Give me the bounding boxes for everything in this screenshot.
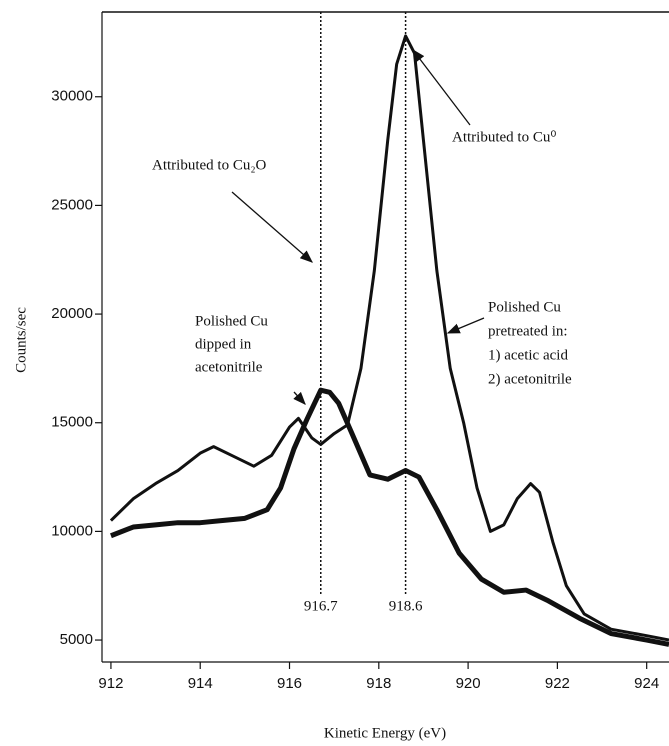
x-tick-label: 912: [98, 675, 123, 692]
annotation-text: Polished Cu: [488, 299, 561, 315]
x-axis-label: Kinetic Energy (eV): [324, 725, 446, 741]
y-tick-label: 10000: [51, 522, 93, 539]
annotation-text: 1) acetic acid: [488, 347, 568, 363]
series-line: [109, 34, 669, 642]
y-tick-label: 15000: [51, 414, 93, 431]
x-tick-label: 914: [188, 675, 213, 692]
annotation-text: acetonitrile: [195, 359, 263, 375]
annotation-text: dipped in: [195, 336, 252, 352]
x-tick-label: 924: [634, 675, 659, 692]
x-tick-label: 922: [545, 675, 570, 692]
y-tick-label: 5000: [60, 631, 93, 648]
reference-label: 916.7: [304, 598, 338, 614]
reference-label: 918.6: [389, 598, 423, 614]
annotation-text: Polished Cu: [195, 313, 268, 329]
y-tick-label: 30000: [51, 88, 93, 105]
annotation-arrow: [293, 391, 306, 405]
y-tick-label: 25000: [51, 196, 93, 213]
annotation-arrow: [231, 191, 313, 263]
y-axis-label: Counts/sec: [13, 307, 29, 373]
x-tick-label: 918: [366, 675, 391, 692]
x-tick-label: 920: [456, 675, 481, 692]
y-tick-label: 20000: [51, 305, 93, 322]
annotation-text: Attributed to Cu₂O: [152, 157, 267, 173]
x-tick-label: 916: [277, 675, 302, 692]
annotation-arrow: [412, 48, 471, 126]
annotation-arrow: [446, 317, 485, 334]
annotation-text: pretreated in:: [488, 323, 568, 339]
annotation-text: Attributed to Cu⁰: [452, 129, 556, 145]
annotation-text: 2) acetonitrile: [488, 371, 572, 387]
series-line: [110, 387, 669, 647]
